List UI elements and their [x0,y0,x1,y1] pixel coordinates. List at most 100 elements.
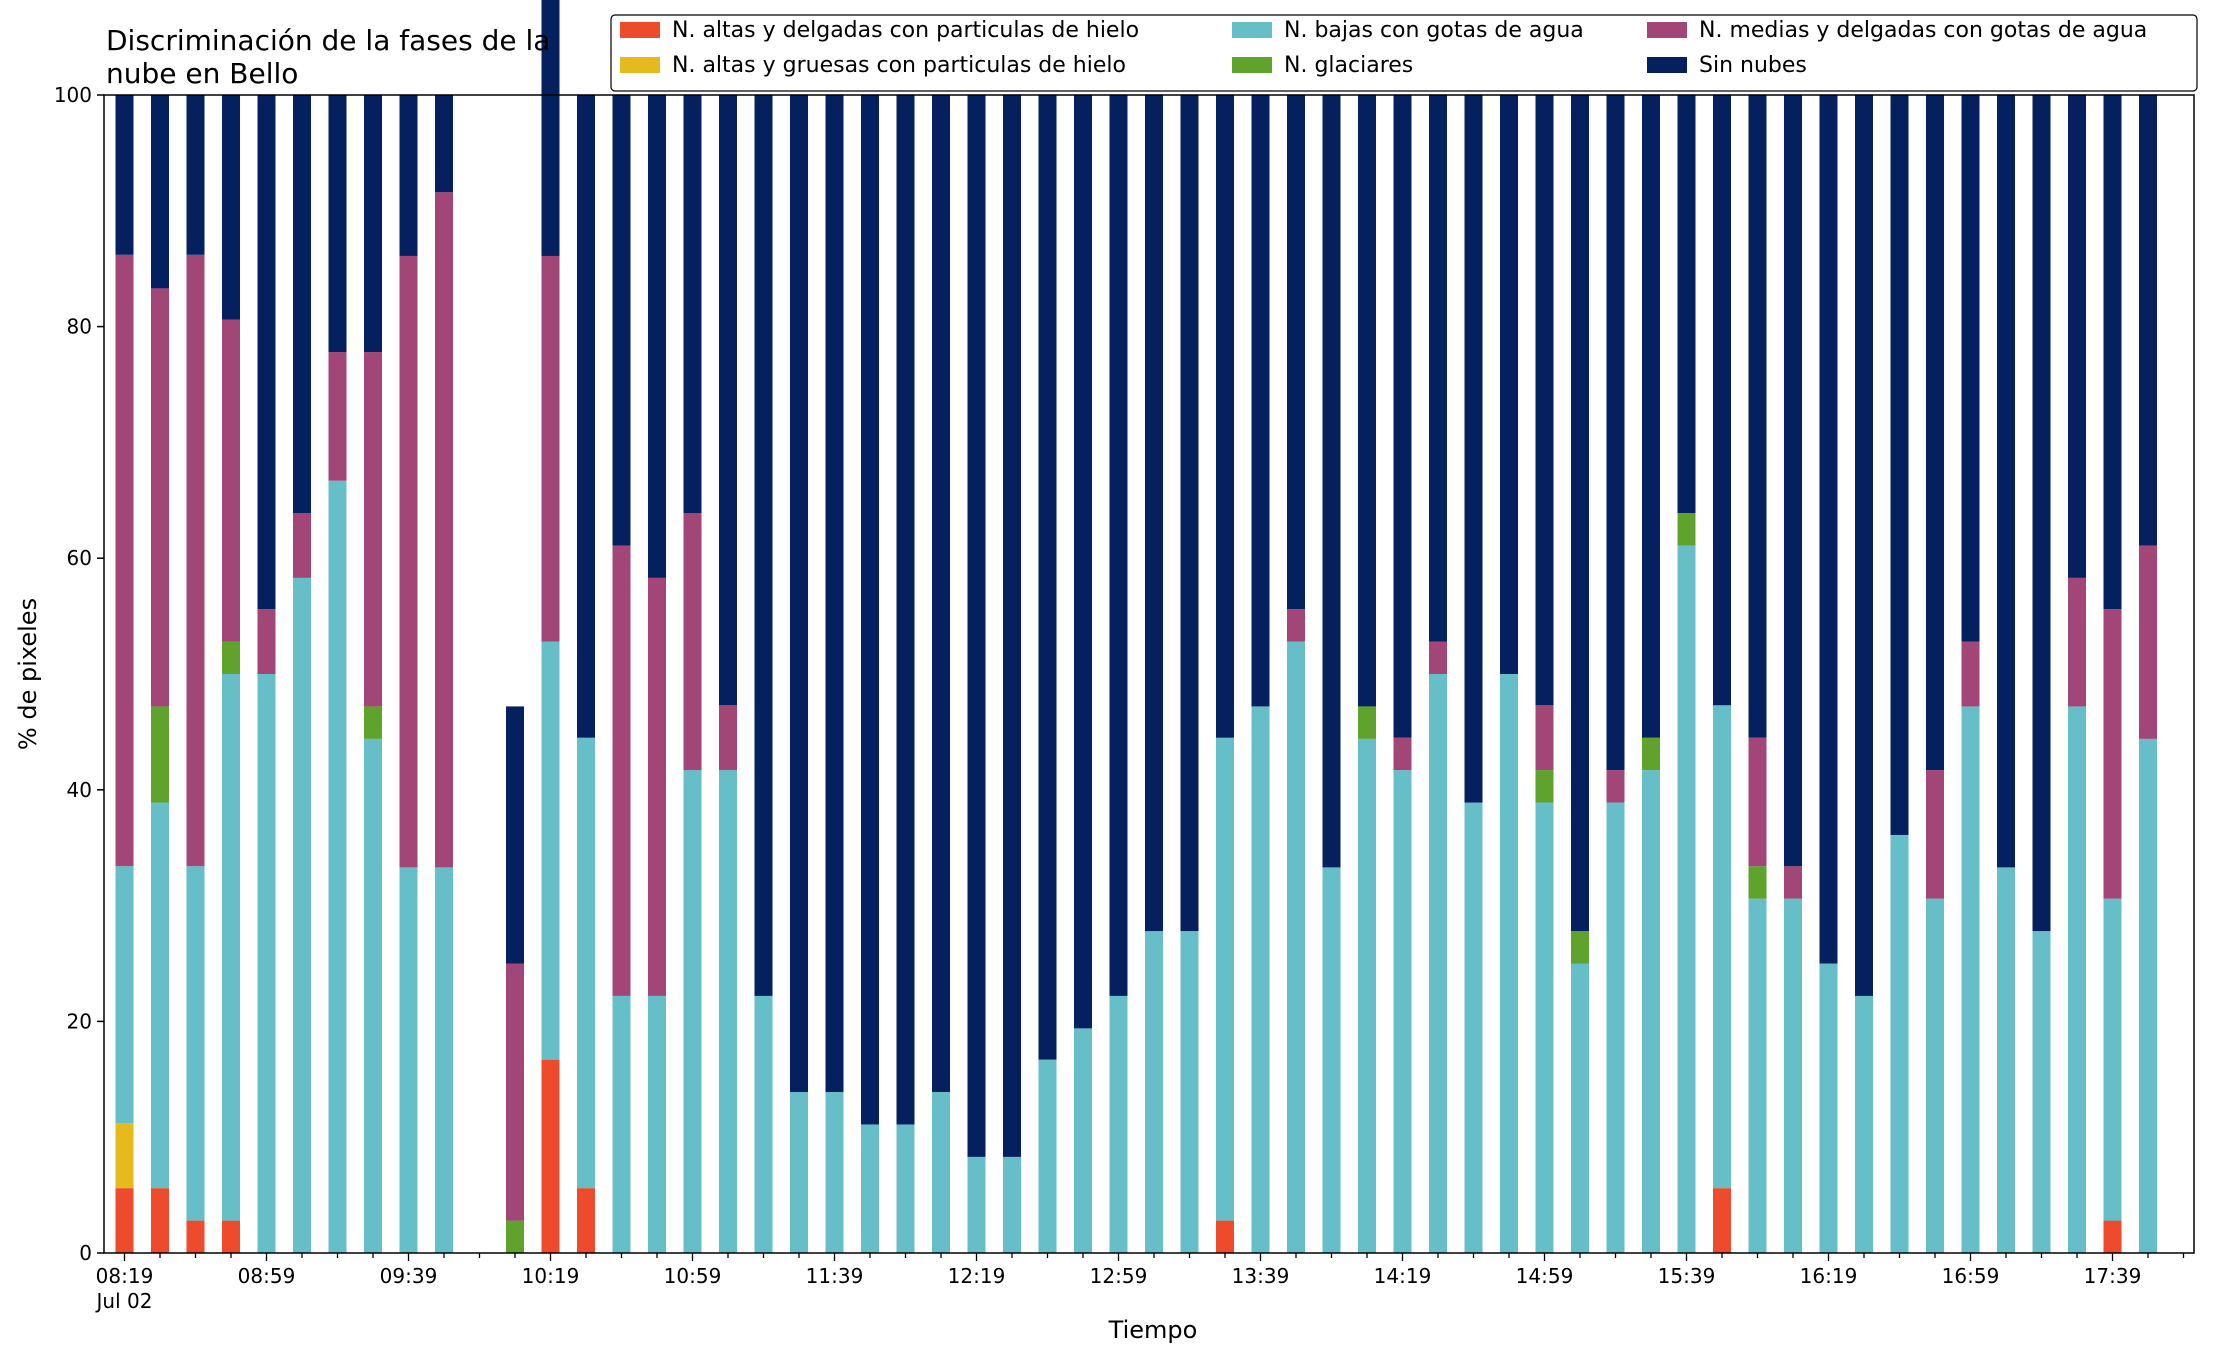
bar-segment-3 [364,706,382,739]
bar-segment-5 [1677,95,1696,514]
bar-segment-4 [328,352,347,481]
bar-segment-2 [1003,1156,1021,1253]
bar-segment-2 [1855,995,1873,1253]
bar-segment-2 [1393,770,1412,1253]
bar-segment-2 [1500,674,1518,1253]
bar-segment-0 [222,1220,240,1253]
x-tick-label: 14:19 [1374,1264,1432,1288]
bar-segment-0 [115,1188,134,1253]
plot-frame [103,94,2195,1254]
bar-segment-2 [1642,770,1660,1253]
bar-segment-2 [577,737,595,1189]
bar-segment-4 [257,609,276,674]
bar-segment-5 [506,706,524,964]
x-tick-label: 17:39 [2084,1264,2142,1288]
bar-segment-3 [1535,770,1554,803]
bar-segment-5 [1748,95,1767,738]
bar-segment-4 [151,288,169,707]
bar-segment-4 [222,319,240,642]
bar-segment-5 [1500,95,1518,674]
bar-segment-2 [2139,738,2157,1253]
bar-segment-5 [790,95,808,1093]
bar-segment-2 [932,1092,950,1253]
legend-label: N. altas y delgadas con particulas de hi… [672,18,1139,43]
bar-segment-5 [861,95,879,1125]
bar-segment-3 [506,1220,524,1253]
bar-segment-2 [1464,802,1483,1253]
bar-segment-2 [1429,674,1447,1253]
bar-segment-3 [1677,513,1696,546]
y-tick-label: 100 [54,83,92,107]
legend-label: N. bajas con gotas de agua [1284,18,1584,43]
bar-segment-2 [2068,706,2086,1253]
bar-segment-2 [399,867,418,1253]
legend-swatch [620,22,660,38]
bar-segment-5 [222,95,240,320]
bar-segment-5 [435,95,453,193]
bar-segment-5 [1287,95,1305,610]
bar-segment-0 [541,1059,560,1253]
legend-box [610,14,2198,92]
bar-segment-2 [186,866,205,1221]
y-tick-label: 20 [67,1009,92,1033]
bar-segment-2 [1074,1028,1092,1253]
y-tick-label: 40 [67,778,92,802]
bar-segment-4 [399,255,418,868]
bar-segment-2 [648,995,666,1253]
bar-segment-4 [435,192,453,868]
bar-segment-5 [1855,95,1873,996]
bar-segment-5 [1074,95,1092,1029]
legend-swatch [620,57,660,73]
bar-segment-2 [1322,867,1341,1253]
bar-segment-2 [1819,963,1838,1253]
y-tick-label: 60 [67,546,92,570]
y-tick-label: 80 [67,315,92,339]
bar-segment-5 [1251,95,1270,707]
legend-swatch [1232,22,1272,38]
bar-segment-5 [1216,95,1234,738]
bar-segment-5 [648,95,666,578]
bar-segment-5 [1642,95,1660,738]
bar-segment-5 [1322,95,1341,868]
legend-swatch [1647,57,1687,73]
axes-layer: 0 20 40 60 80 100 08:19 08:59 09:39 10:19 10:59 11:… [54,83,2185,1313]
bar-segment-0 [2103,1220,2122,1253]
bar-segment-1 [115,1123,134,1189]
bar-segment-5 [1819,95,1838,964]
legend-swatch [1647,22,1687,38]
x-tick-label: 14:59 [1516,1264,1574,1288]
bar-segment-2 [1535,802,1554,1253]
bar-segment-5 [2032,95,2051,932]
bar-segment-4 [2068,577,2086,707]
bar-segment-5 [257,95,276,610]
bar-segment-4 [612,545,631,996]
bar-segment-4 [293,513,311,578]
bar-segment-2 [364,738,382,1253]
bar-segment-4 [683,513,702,771]
bar-segment-4 [1535,705,1554,771]
bar-segment-5 [1003,95,1021,1157]
bar-segment-5 [1180,95,1199,932]
bar-segment-0 [1216,1220,1234,1253]
bar-segment-2 [1713,705,1731,1189]
bar-segment-2 [719,770,737,1253]
bar-segment-2 [1677,545,1696,1253]
bar-segment-4 [1429,641,1447,674]
bar-segment-5 [1038,95,1057,1060]
bar-segment-2 [541,641,560,1060]
x-axis-label: Tiempo [1108,1316,1198,1344]
bar-segment-5 [1890,95,1909,835]
bar-segment-5 [364,95,382,353]
bar-segment-3 [1358,706,1376,739]
bar-segment-3 [222,641,240,674]
bar-segment-4 [541,255,560,642]
bar-segment-5 [1109,95,1128,996]
bar-segment-2 [1926,898,1944,1253]
bar-segment-5 [1606,95,1625,771]
bar-segment-2 [1038,1059,1057,1253]
bar-segment-2 [1784,898,1802,1253]
legend-label: N. altas y gruesas con particulas de hie… [672,53,1126,78]
bar-segment-4 [2139,545,2157,739]
bar-segment-3 [1571,931,1589,964]
bar-segment-5 [1145,95,1163,932]
